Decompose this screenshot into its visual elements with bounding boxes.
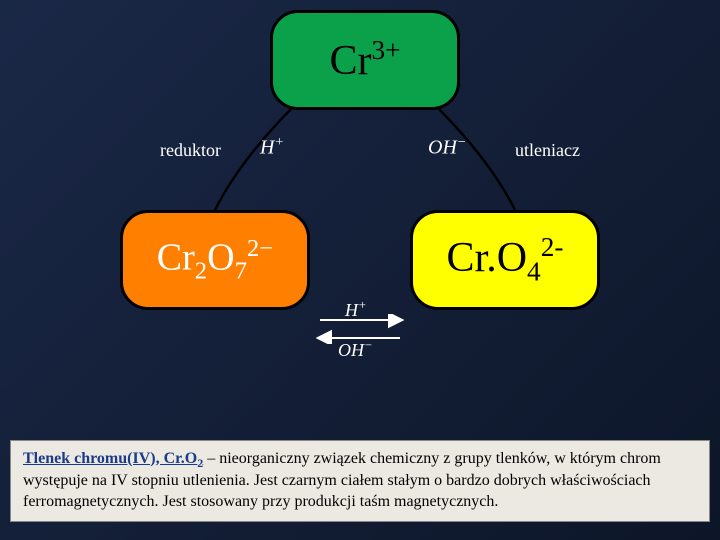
label-utleniacz: utleniacz [515,140,580,161]
reagent-h-bottom: H+ [345,298,367,321]
node-cro4: Cr.O42- [410,210,600,310]
formula-cro4: Cr.O42- [447,232,564,287]
description-title: Tlenek chromu(IV), Cr.O2 [23,450,203,467]
reagent-oh-right: OH− [428,135,466,160]
reagent-oh-bottom: OH− [338,338,373,361]
label-reduktor: reduktor [160,140,221,161]
formula-cr2o7: Cr2O72− [157,235,273,285]
description-box: Tlenek chromu(IV), Cr.O2 – nieorganiczny… [10,440,710,522]
node-cr2o7: Cr2O72− [120,210,310,310]
node-cr3: Cr3+ [270,10,460,110]
formula-cr3: Cr3+ [329,35,400,85]
cycle-diagram: Cr3+ Cr2O72− Cr.O42- reduktor utleniacz … [120,10,600,370]
reagent-h-left: H+ [260,135,284,160]
